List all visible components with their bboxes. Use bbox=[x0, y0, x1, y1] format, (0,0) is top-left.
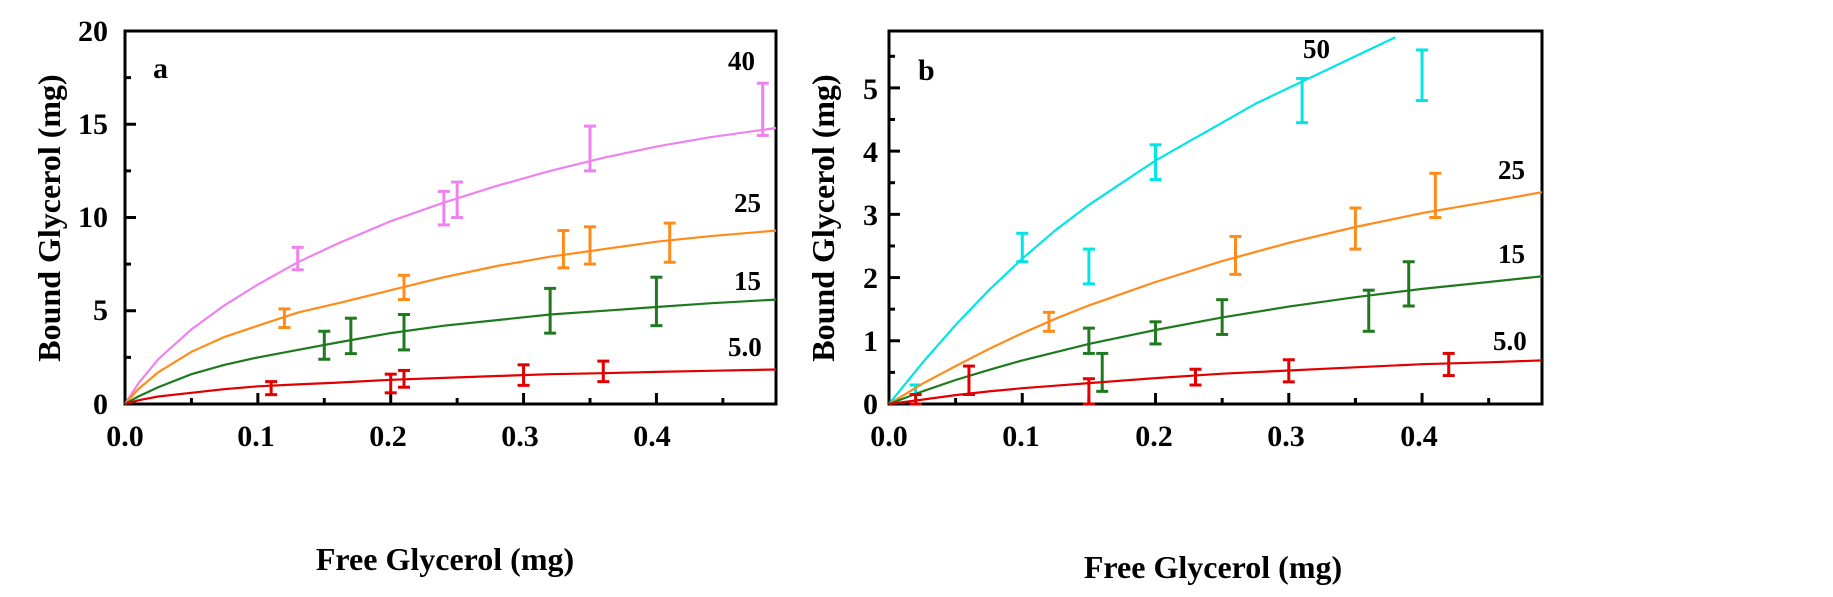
chart-b-xtick-label: 0.0 bbox=[870, 420, 908, 453]
chart-b-xtick-label: 0.1 bbox=[1002, 420, 1040, 453]
chart-a-series-1-error-bar bbox=[278, 307, 291, 330]
chart-b-series-1-error-bar bbox=[1349, 206, 1362, 251]
chart-b-ytick-label: 1 bbox=[863, 325, 878, 358]
chart-a-xtick-label: 0.0 bbox=[106, 420, 144, 453]
chart-a-series-0-error-bar bbox=[756, 81, 769, 137]
chart-a-series-0-error-bar bbox=[291, 245, 304, 272]
chart-a-series-0-error-bar bbox=[437, 189, 450, 227]
chart-b-series-2-curve bbox=[888, 275, 1543, 406]
chart-a-series-3-error-bar bbox=[265, 380, 278, 397]
chart-b-series-0-curve bbox=[888, 36, 1396, 405]
chart-a-ylabel: Bound Glycerol (mg) bbox=[31, 74, 67, 361]
chart-b-ytick-label: 0 bbox=[863, 388, 878, 421]
chart-a-series-2-error-bar bbox=[318, 329, 331, 361]
chart-a-series-2-error-bar bbox=[398, 312, 410, 352]
chart-a-series-3-error-bar bbox=[384, 372, 397, 395]
chart-a-ytick-label: 15 bbox=[78, 108, 108, 141]
chart-b-series-label-50: 50 bbox=[1303, 34, 1330, 64]
chart-b-xtick-label: 0.2 bbox=[1135, 420, 1173, 453]
chart-b-series-2-error-bar bbox=[1149, 320, 1162, 346]
chart-a-series-3-error-bar bbox=[398, 368, 410, 389]
chart-a-series-0-error-bar bbox=[584, 124, 596, 173]
chart-a-series-label-40: 40 bbox=[728, 46, 755, 76]
chart-b-series-2-error-bar bbox=[1362, 288, 1375, 333]
chart-a-xtick-label: 0.1 bbox=[237, 420, 275, 453]
chart-b-series-labels: 50 25 15 5.0 bbox=[1303, 34, 1527, 356]
chart-b-series-2-error-bar bbox=[1082, 326, 1095, 355]
chart-b-series-1-curve bbox=[888, 191, 1543, 405]
chart-a-xtick-label: 0.2 bbox=[369, 420, 407, 453]
chart-a-series-3-curve bbox=[124, 368, 777, 406]
chart-b-series-0-error-bar bbox=[1082, 247, 1095, 286]
chart-b-ylabel: Bound Glycerol (mg) bbox=[805, 74, 841, 361]
chart-b-frame bbox=[887, 29, 1544, 406]
chart-a-xtick-label: 0.4 bbox=[633, 420, 671, 453]
chart-b-series-2-error-bar bbox=[1216, 298, 1229, 336]
chart-b-panel-label: b bbox=[918, 54, 935, 87]
chart-a-ytick-labels: 0 5 10 15 20 bbox=[78, 15, 108, 421]
chart-a-series-label-25: 25 bbox=[734, 188, 761, 218]
chart-a-series-0-curve bbox=[124, 126, 777, 405]
chart-a-series-1-error-bar bbox=[584, 225, 596, 266]
chart-a-xtick-label: 0.3 bbox=[501, 420, 539, 453]
chart-a-series-3-error-bar bbox=[597, 359, 610, 384]
chart-b-series-0-error-bar bbox=[1296, 76, 1309, 125]
chart-b-xtick-label: 0.4 bbox=[1400, 420, 1438, 453]
chart-a-series-2-error-bar bbox=[650, 275, 663, 328]
chart-b-series-3-curve bbox=[888, 359, 1543, 406]
chart-a-xtick-labels: 0.0 0.1 0.2 0.3 0.4 bbox=[106, 420, 671, 453]
chart-a-ytick-label: 0 bbox=[93, 388, 108, 421]
chart-a-series-1-error-bar bbox=[557, 229, 570, 270]
chart-b-series-1-error-bar bbox=[1042, 310, 1055, 333]
chart-b: Bound Glycerol (mg) Free Glycerol (mg) b… bbox=[805, 29, 1544, 585]
chart-b-series-3-error-bar bbox=[1082, 377, 1095, 406]
chart-b-xtick-labels: 0.0 0.1 0.2 0.3 0.4 bbox=[870, 420, 1438, 453]
chart-a-series-labels: 40 25 15 5.0 bbox=[728, 46, 762, 362]
chart-a-ytick-label: 5 bbox=[93, 294, 108, 327]
chart-b-xlabel: Free Glycerol (mg) bbox=[1084, 549, 1342, 585]
chart-b-series-label-25: 25 bbox=[1498, 155, 1525, 185]
chart-b-ytick-labels: 0 1 2 3 4 5 bbox=[863, 73, 878, 421]
chart-b-ytick-label: 4 bbox=[863, 136, 878, 169]
chart-b-ytick-label: 5 bbox=[863, 73, 878, 106]
chart-b-series-2-error-bar bbox=[1096, 351, 1109, 393]
chart-b-series-label-15: 15 bbox=[1498, 239, 1525, 269]
chart-b-series-0-error-bar bbox=[1416, 48, 1429, 103]
chart-b-plot-area bbox=[887, 29, 1544, 406]
chart-b-series-3-error-bar bbox=[1189, 367, 1202, 387]
chart-b-series-0-error-bar bbox=[1016, 231, 1029, 264]
chart-b-series-0-error-bar bbox=[1149, 143, 1162, 182]
chart-b-xtick-label: 0.3 bbox=[1267, 420, 1305, 453]
chart-a-xlabel: Free Glycerol (mg) bbox=[316, 541, 574, 577]
chart-a: Bound Glycerol (mg) Free Glycerol (mg) a… bbox=[31, 15, 778, 577]
chart-a-series-0-error-bar bbox=[451, 180, 464, 219]
chart-a-series-1-error-bar bbox=[663, 221, 676, 264]
chart-b-series-label-5: 5.0 bbox=[1493, 326, 1527, 356]
chart-b-series-3-error-bar bbox=[909, 393, 922, 406]
chart-b-ytick-label: 3 bbox=[863, 199, 878, 232]
chart-a-series-label-15: 15 bbox=[734, 266, 761, 296]
chart-a-ytick-label: 10 bbox=[78, 201, 108, 234]
chart-a-series-2-error-bar bbox=[544, 286, 557, 335]
chart-b-series-1-error-bar bbox=[1429, 171, 1442, 219]
chart-b-series-2-error-bar bbox=[1402, 260, 1415, 308]
chart-a-series-1-curve bbox=[124, 229, 777, 405]
chart-a-frame bbox=[123, 29, 778, 406]
chart-a-series-2-curve bbox=[124, 298, 777, 405]
chart-a-ytick-label: 20 bbox=[78, 15, 108, 48]
chart-b-ytick-label: 2 bbox=[863, 262, 878, 295]
chart-a-plot-area bbox=[123, 29, 778, 406]
chart-b-series-1-error-bar bbox=[1229, 234, 1242, 276]
chart-a-series-label-5: 5.0 bbox=[728, 332, 762, 362]
chart-b-series-3-error-bar bbox=[962, 364, 975, 397]
chart-a-series-1-error-bar bbox=[398, 273, 410, 302]
chart-b-series-3-error-bar bbox=[1282, 358, 1295, 384]
chart-a-series-2-error-bar bbox=[344, 316, 357, 356]
chart-a-series-3-error-bar bbox=[517, 363, 530, 387]
chart-a-panel-label: a bbox=[153, 52, 168, 85]
chart-b-series-3-error-bar bbox=[1442, 351, 1455, 378]
